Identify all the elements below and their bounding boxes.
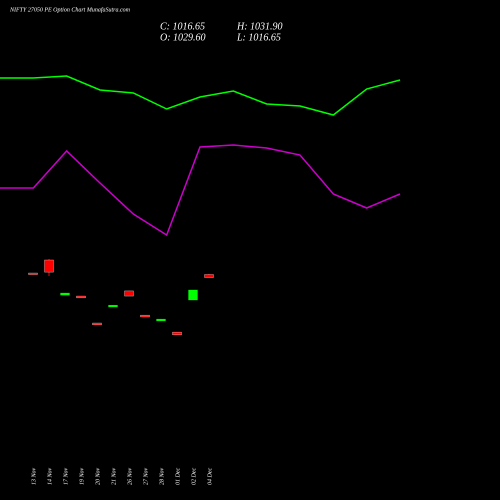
- x-tick-label: 13 Nov: [31, 467, 37, 485]
- candle-body: [124, 290, 134, 297]
- candle-body: [204, 274, 214, 278]
- x-tick-label: 01 Dec: [175, 468, 181, 485]
- info-label: H: 1031.90: [236, 21, 283, 32]
- candle-body: [92, 322, 102, 326]
- candle-body: [76, 295, 86, 299]
- x-tick-label: 26 Nov: [127, 467, 133, 485]
- x-tick-label: 02 Dec: [191, 468, 197, 485]
- x-tick-label: 14 Nov: [46, 467, 53, 485]
- x-tick-label: 28 Nov: [159, 467, 165, 485]
- info-label: O: 1029.60: [160, 32, 206, 43]
- candle-body: [140, 314, 150, 318]
- chart-title: NIFTY 27050 PE Option Chart MunafaSutra.…: [9, 6, 131, 13]
- x-tick-label: 04 Dec: [206, 468, 213, 485]
- indicator-line: [0, 144, 401, 237]
- candle-body: [188, 289, 198, 301]
- candle-body: [60, 292, 70, 296]
- x-tick-label: 19 Nov: [79, 467, 85, 485]
- x-tick-label: 21 Nov: [111, 467, 117, 485]
- candle-body: [172, 331, 182, 336]
- info-label: C: 1016.65: [160, 21, 205, 32]
- x-tick-label: 17 Nov: [63, 467, 69, 485]
- candle-body: [108, 304, 118, 308]
- indicator-line: [0, 75, 401, 116]
- candle-body: [44, 259, 54, 273]
- candle-body: [28, 272, 38, 275]
- x-tick-label: 20 Nov: [95, 467, 101, 485]
- x-tick-label: 27 Nov: [143, 467, 149, 485]
- candle-body: [156, 318, 166, 322]
- info-label: L: 1016.65: [236, 32, 281, 43]
